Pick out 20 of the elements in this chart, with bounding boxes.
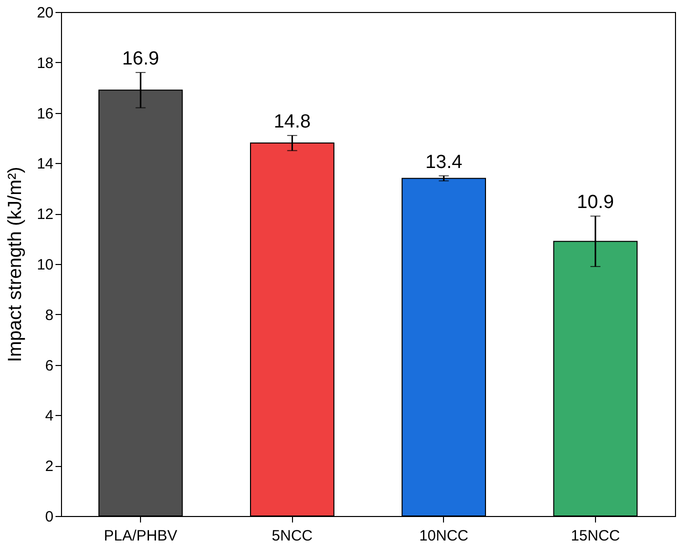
y-tick-label: 0 [45, 508, 54, 526]
y-tick-label: 12 [36, 206, 54, 224]
x-tick-label: 15NCC [570, 528, 620, 544]
y-tick-label: 20 [36, 4, 54, 22]
y-tick-label: 8 [45, 306, 54, 324]
x-tick-label: 5NCC [272, 528, 313, 544]
data-label: 14.8 [274, 111, 311, 132]
y-tick-label: 2 [45, 458, 54, 476]
data-label: 16.9 [122, 48, 160, 70]
y-axis-title: Impact strength (kJ/m²) [4, 166, 26, 362]
y-tick-label: 6 [45, 357, 54, 374]
y-tick-label: 14 [36, 156, 54, 173]
x-tick-label: PLA/PHBV [104, 528, 178, 544]
y-tick-label: 4 [45, 408, 54, 425]
y-tick-label: 16 [36, 105, 54, 122]
y-tick-label: 18 [36, 54, 54, 72]
data-label: 10.9 [576, 192, 614, 214]
y-tick-label: 10 [36, 256, 54, 274]
x-tick-label: 10NCC [419, 528, 469, 544]
data-label: 13.4 [425, 152, 463, 173]
